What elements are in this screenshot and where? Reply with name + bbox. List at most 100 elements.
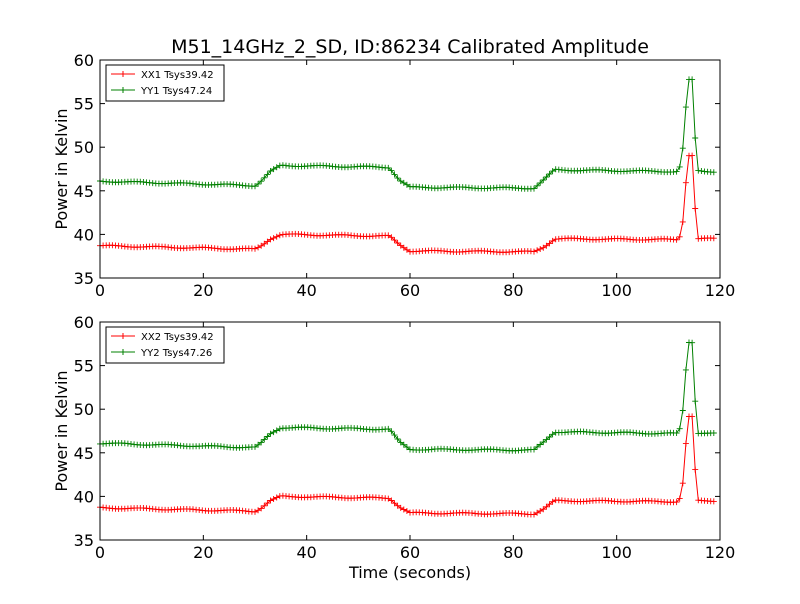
data-point-marker	[679, 145, 686, 152]
data-point-marker	[531, 446, 537, 453]
legend-marker	[120, 87, 126, 93]
data-point-marker	[273, 494, 280, 501]
data-point-marker	[261, 240, 268, 247]
data-point-marker	[258, 178, 265, 185]
legend-marker	[120, 349, 126, 355]
data-point-marker	[537, 441, 544, 448]
data-point-marker	[258, 439, 265, 446]
figure-title: M51_14GHz_2_SD, ID:86234 Calibrated Ampl…	[171, 36, 649, 58]
data-point-marker	[549, 237, 556, 244]
data-point-marker	[267, 236, 274, 243]
data-point-marker	[252, 183, 258, 190]
data-point-marker	[400, 506, 407, 513]
data-point-marker	[692, 398, 699, 405]
bottom-subplot: 0 20 40 60 80 100 120 35 40 45 50 55 60 Power in Kelv…	[52, 313, 735, 562]
data-point-marker	[689, 413, 696, 420]
legend-entry-label: XX2 Tsys39.42	[141, 332, 214, 343]
legend-entry-label: YY2 Tsys47.26	[140, 348, 212, 359]
legend: XX2 Tsys39.42 YY2 Tsys47.26	[105, 326, 225, 364]
data-point-marker	[397, 504, 404, 511]
data-point-marker	[710, 498, 717, 505]
data-point-marker	[540, 506, 547, 513]
top-subplot: 0 20 40 60 80 100 120 35 40 45 50 55 60 Power in Kelv…	[52, 51, 735, 300]
data-point-marker	[534, 182, 541, 189]
y-tick-label: 35	[74, 269, 94, 288]
y-tick-label: 50	[74, 400, 94, 419]
data-point-marker	[676, 233, 683, 240]
data-point-marker	[252, 508, 258, 515]
data-point-marker	[673, 168, 680, 175]
x-tick-label: 60	[400, 543, 420, 562]
data-point-marker	[689, 152, 696, 159]
data-point-marker	[403, 508, 410, 514]
data-point-marker	[531, 248, 537, 255]
y-tick-label: 45	[74, 182, 94, 201]
data-point-marker	[400, 441, 407, 448]
legend-entry-label: XX1 Tsys39.42	[141, 70, 214, 81]
y-tick-label: 45	[74, 444, 94, 463]
data-point-marker	[549, 498, 556, 505]
data-point-marker	[403, 246, 410, 253]
data-point-marker	[673, 236, 680, 243]
y-tick-label: 40	[74, 487, 94, 506]
data-point-marker	[258, 242, 265, 249]
data-point-marker	[531, 185, 537, 192]
data-point-marker	[531, 511, 537, 518]
data-point-marker	[537, 179, 544, 186]
data-point-marker	[385, 232, 392, 239]
data-point-marker	[267, 168, 274, 174]
data-point-marker	[537, 246, 544, 252]
data-point-marker	[543, 436, 550, 443]
data-point-marker	[276, 232, 283, 239]
data-point-marker	[267, 430, 274, 437]
data-point-marker	[261, 436, 268, 443]
data-point-marker	[264, 500, 271, 507]
y-tick-label: 60	[74, 313, 94, 332]
y-tick-label: 55	[74, 95, 94, 114]
data-point-marker	[698, 168, 705, 174]
data-point-marker	[394, 436, 401, 442]
data-point-marker	[264, 238, 271, 245]
y-axis-label: Power in Kelvin	[52, 108, 71, 229]
data-point-marker	[682, 104, 689, 111]
data-point-marker	[273, 164, 280, 171]
y-tick-label: 60	[74, 51, 94, 70]
x-tick-label: 20	[193, 543, 213, 562]
legend: XX1 Tsys39.42 YY1 Tsys47.24	[105, 64, 225, 102]
data-point-marker	[689, 339, 696, 346]
data-point-marker	[391, 171, 398, 178]
data-point-marker	[385, 425, 392, 432]
data-point-marker	[692, 466, 699, 473]
data-point-marker	[255, 441, 262, 448]
data-point-marker	[267, 497, 274, 504]
data-point-marker	[540, 177, 547, 183]
data-point-marker	[394, 175, 401, 182]
data-point-marker	[388, 234, 395, 241]
data-point-marker	[397, 242, 404, 249]
data-point-marker	[391, 432, 398, 439]
data-point-marker	[546, 434, 553, 440]
data-point-marker	[397, 178, 404, 185]
data-point-marker	[534, 443, 541, 450]
data-point-marker	[546, 501, 553, 508]
data-point-marker	[679, 480, 686, 487]
data-point-marker	[676, 495, 683, 502]
data-point-marker	[676, 425, 683, 432]
legend-entry-label: YY1 Tsys47.24	[140, 86, 212, 97]
data-point-marker	[546, 240, 553, 247]
data-point-marker	[534, 509, 541, 516]
data-point-marker	[682, 179, 689, 186]
data-point-marker	[540, 439, 547, 446]
data-point-marker	[682, 366, 689, 373]
legend-marker	[120, 71, 126, 77]
data-point-marker	[391, 237, 398, 244]
data-point-marker	[540, 244, 547, 251]
x-tick-label: 60	[400, 281, 420, 300]
x-tick-label: 40	[296, 281, 316, 300]
data-point-marker	[692, 205, 699, 212]
data-point-marker	[689, 76, 696, 83]
y-tick-label: 35	[74, 531, 94, 550]
data-point-marker	[264, 171, 271, 178]
data-point-marker	[546, 171, 553, 177]
